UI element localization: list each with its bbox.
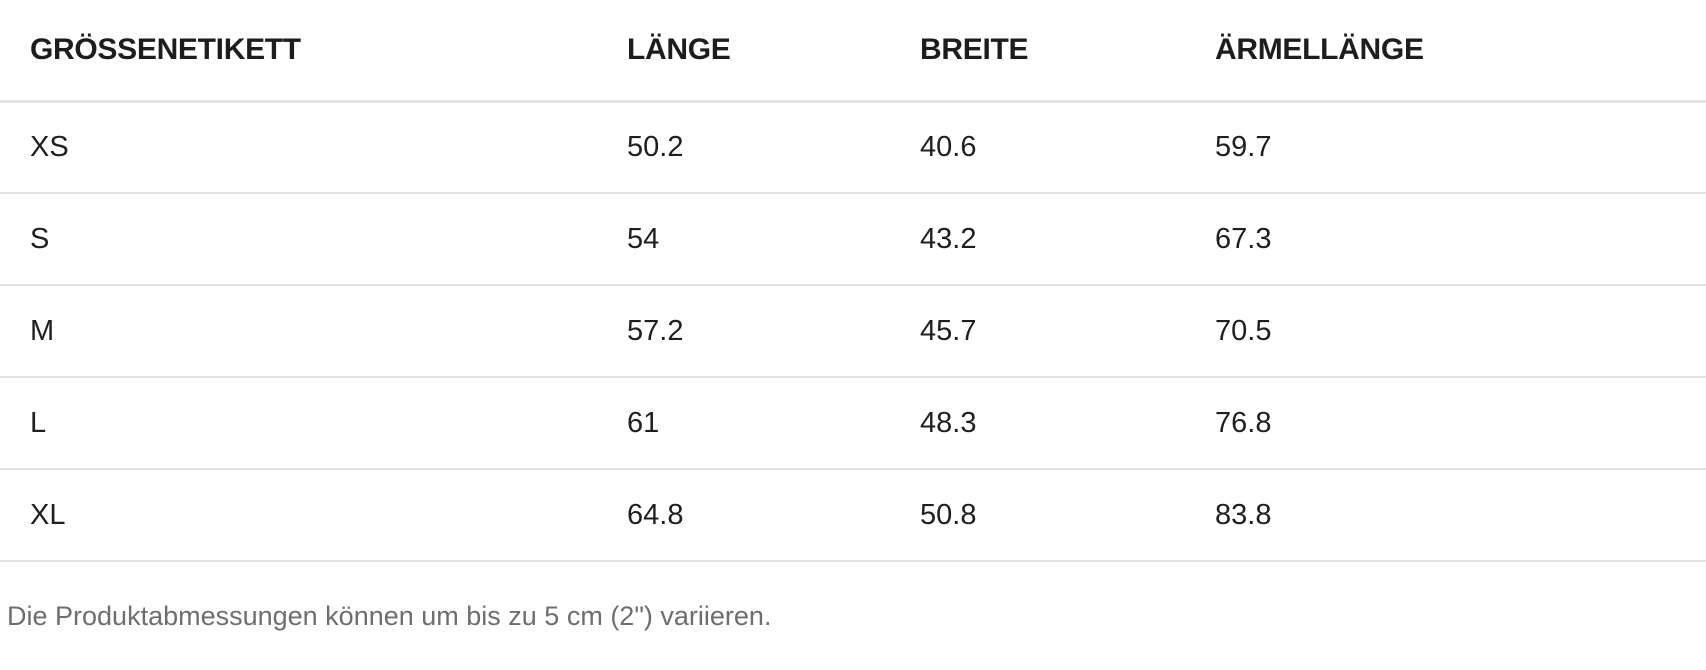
length-cell: 50.2 xyxy=(627,101,920,194)
column-header-width: BREITE xyxy=(920,0,1215,103)
table-row: XS 50.2 40.6 59.7 xyxy=(0,101,1706,194)
size-cell: S xyxy=(0,193,627,286)
column-header-size-label: GRÖSSENETIKETT xyxy=(0,0,627,103)
column-header-sleeve-length: ÄRMELLÄNGE xyxy=(1215,0,1706,103)
table-row: S 54 43.2 67.3 xyxy=(0,193,1706,286)
width-cell: 50.8 xyxy=(920,469,1215,562)
column-header-length: LÄNGE xyxy=(627,0,920,103)
size-cell: M xyxy=(0,285,627,378)
size-cell: L xyxy=(0,377,627,470)
size-cell: XS xyxy=(0,101,627,194)
length-cell: 64.8 xyxy=(627,469,920,562)
width-cell: 45.7 xyxy=(920,285,1215,378)
measurement-variance-footnote: Die Produktabmessungen können um bis zu … xyxy=(7,601,772,631)
sleeve-length-cell: 67.3 xyxy=(1215,193,1706,286)
sleeve-length-cell: 70.5 xyxy=(1215,285,1706,378)
size-cell: XL xyxy=(0,469,627,562)
length-cell: 57.2 xyxy=(627,285,920,378)
table-row: L 61 48.3 76.8 xyxy=(0,377,1706,470)
size-chart-section: GRÖSSENETIKETT LÄNGE BREITE ÄRMELLÄNGE X… xyxy=(0,0,1706,631)
sleeve-length-cell: 59.7 xyxy=(1215,101,1706,194)
table-row: XL 64.8 50.8 83.8 xyxy=(0,469,1706,562)
width-cell: 48.3 xyxy=(920,377,1215,470)
sleeve-length-cell: 76.8 xyxy=(1215,377,1706,470)
size-chart-table: GRÖSSENETIKETT LÄNGE BREITE ÄRMELLÄNGE X… xyxy=(0,0,1706,562)
sleeve-length-cell: 83.8 xyxy=(1215,469,1706,562)
table-header-row: GRÖSSENETIKETT LÄNGE BREITE ÄRMELLÄNGE xyxy=(0,0,1706,103)
length-cell: 61 xyxy=(627,377,920,470)
length-cell: 54 xyxy=(627,193,920,286)
width-cell: 43.2 xyxy=(920,193,1215,286)
table-row: M 57.2 45.7 70.5 xyxy=(0,285,1706,378)
width-cell: 40.6 xyxy=(920,101,1215,194)
